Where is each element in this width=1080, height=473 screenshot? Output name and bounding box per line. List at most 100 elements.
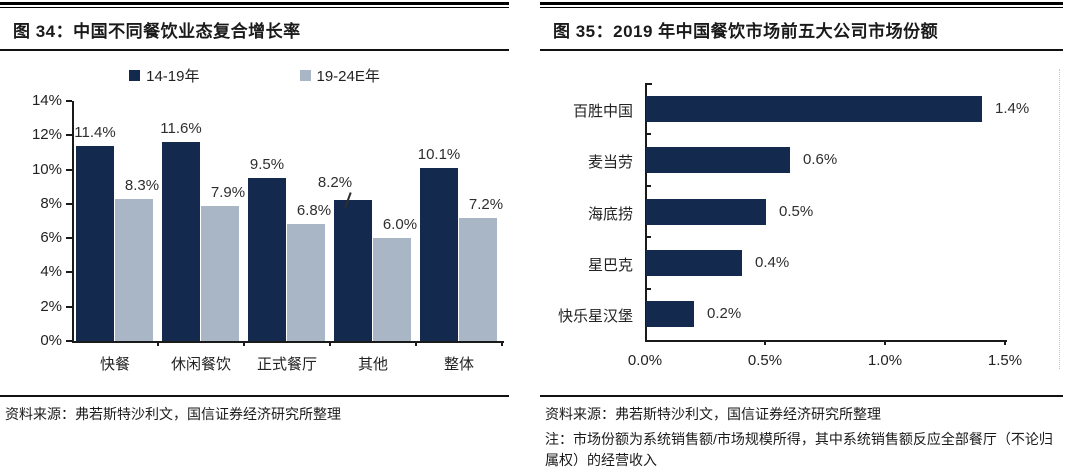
y-axis-tick [645,236,651,239]
source-divider [0,395,509,397]
chart-bar [115,198,153,341]
figure35-chart: 0.0% 0.5% 1.0% 1.5% 百胜中国 1.4% 麦当劳 0.6% 海底捞 0.5% 星巴… [540,51,1063,395]
chart-bar [162,142,200,341]
x-axis-tick [243,341,245,346]
y-tick-label: 4% [40,263,62,281]
chart-bar [420,167,458,341]
plot-axes [72,101,504,343]
data-label: 10.1% [417,145,461,163]
y-tick-label: 14% [31,92,62,109]
figure34-source: 资料来源：弗若斯特沙利文，国信证券经济研究所整理 [5,406,341,422]
data-label: 8.2% [317,174,353,192]
data-label: 11.4% [74,123,116,141]
category-label: 整体 [443,356,475,373]
x-axis-tick [415,341,417,346]
y-axis-tick [66,168,72,171]
y-axis-tick [645,287,651,290]
category-label: 正式餐厅 [256,356,318,373]
y-axis-tick [66,340,72,342]
data-label: 6.8% [296,202,332,220]
x-tick-label: 0.0% [627,352,663,369]
chart-bar [373,238,411,341]
x-tick-label: 0.5% [747,352,783,369]
data-label: 6.0% [382,216,418,234]
category-label: 海底捞 [587,205,633,223]
data-label: 0.5% [779,202,814,220]
source-divider [540,395,1063,397]
y-tick-label: 8% [40,194,62,212]
figure35-title: 图 35：2019 年中国餐饮市场前五大公司市场份额 [553,22,939,41]
category-label: 快餐 [99,356,131,373]
x-tick-label: 1.0% [867,352,903,369]
chart-bar [646,301,694,328]
figure35-source: 资料来源：弗若斯特沙利文，国信证券经济研究所整理 [545,406,881,422]
y-tick-label: 6% [40,229,62,247]
x-axis-tick [1004,340,1006,345]
legend-item: 14-19年 [129,65,200,86]
y-axis-tick [645,184,651,187]
legend-label: 19-24E年 [316,68,380,85]
chart-bar [646,249,742,276]
category-label: 休闲餐饮 [170,356,232,373]
y-axis-tick [645,133,651,136]
chart-bar [646,95,982,122]
chart-bar [76,145,114,341]
title-divider [0,49,509,51]
category-label: 麦当劳 [587,154,633,172]
top-rule-thick [540,2,1063,5]
data-label: 9.5% [249,156,285,174]
figure34-title: 图 34：中国不同餐饮业态复合增长率 [13,22,301,41]
top-rule-thick [0,2,509,5]
data-label: 11.6% [160,120,202,138]
y-axis-tick [66,237,72,240]
chart-bar [201,205,239,341]
figure34-chart: 14-19年 19-24E年 0% 2% 4% 6% 8% 10% 12% 14% 11.4% 8.3… [0,51,509,395]
y-axis-tick [66,271,72,274]
category-label: 其他 [357,356,389,373]
legend-label: 14-19年 [146,68,200,85]
data-label: 7.9% [210,183,246,201]
category-label: 星巴克 [587,256,633,274]
x-axis-tick [884,340,886,345]
top-rule-thin [0,7,509,8]
x-tick-label: 1.5% [987,352,1023,369]
x-axis-tick [501,341,503,346]
category-label: 百胜中国 [572,102,633,120]
top-rule-thin [540,7,1063,8]
data-label: 7.2% [468,195,504,213]
title-divider [540,49,1063,51]
y-axis-tick [66,134,72,137]
chart-bar [248,178,286,341]
y-axis-tick [66,305,72,308]
legend-item: 19-24E年 [299,65,380,86]
chart-bar [287,224,325,341]
figure35-panel: 图 35：2019 年中国餐饮市场前五大公司市场份额 0.0% 0.5% 1.0% 1… [540,0,1063,473]
y-tick-label: 10% [31,160,62,178]
y-axis-tick [66,202,72,205]
x-axis-tick [764,340,766,345]
data-label: 0.2% [707,305,742,323]
y-tick-label: 0% [40,332,62,349]
x-axis-tick [157,341,159,346]
figure34-panel: 图 34：中国不同餐饮业态复合增长率 14-19年 19-24E年 0% 2% 4% 6%… [0,0,509,427]
legend: 14-19年 19-24E年 [0,65,509,86]
chart-bar [334,200,372,341]
legend-marker-icon [299,70,311,81]
category-label: 快乐星汉堡 [557,308,633,326]
chart-bar [459,217,497,341]
data-label: 0.6% [803,151,838,169]
figure35-note: 注：市场份额为系统销售额/市场规模所得，其中系统销售额反应全部餐厅（不论归属权）… [545,430,1053,468]
data-label: 1.4% [995,99,1030,117]
data-label: 0.4% [755,253,790,271]
data-label: 8.3% [124,176,160,194]
y-tick-label: 2% [40,297,62,315]
x-axis-tick [329,341,331,346]
y-axis-tick [66,100,72,102]
y-tick-label: 12% [31,126,62,144]
y-axis-endcap [645,83,652,85]
chart-bar [646,147,790,174]
chart-bar [646,198,766,225]
page-edge-dotted-line [1059,69,1060,369]
legend-marker-icon [129,70,141,81]
